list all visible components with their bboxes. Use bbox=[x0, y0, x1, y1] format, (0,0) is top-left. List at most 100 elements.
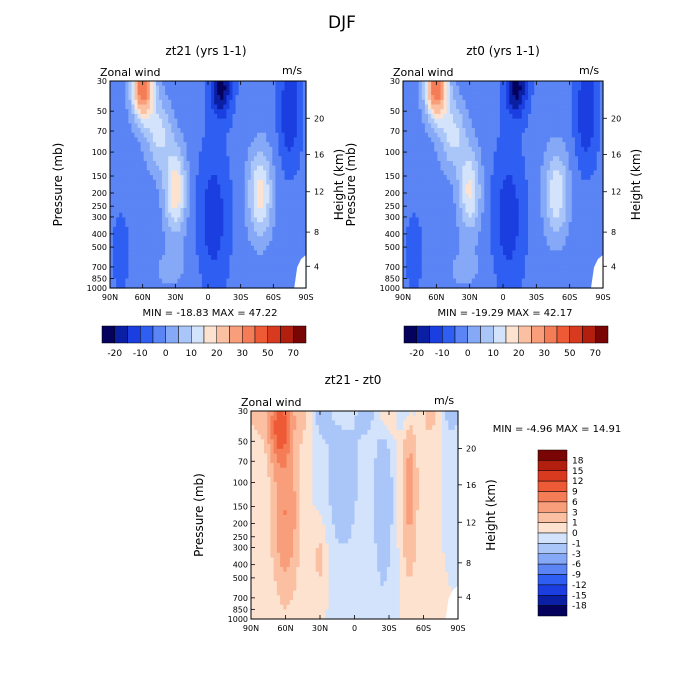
field-cell bbox=[266, 273, 270, 280]
field-cell bbox=[220, 132, 224, 139]
field-cell bbox=[581, 165, 585, 171]
field-cell bbox=[546, 137, 551, 143]
field-cell bbox=[110, 208, 114, 214]
field-cell bbox=[493, 203, 498, 209]
field-cell bbox=[217, 269, 221, 275]
field-cell bbox=[531, 85, 535, 91]
field-cell bbox=[418, 217, 423, 223]
field-cell bbox=[581, 226, 585, 233]
field-cell bbox=[266, 269, 270, 275]
field-cell bbox=[226, 217, 231, 223]
field-cell bbox=[143, 231, 148, 237]
field-cell bbox=[568, 95, 573, 101]
field-cell bbox=[578, 217, 582, 223]
field-cell bbox=[244, 245, 249, 251]
field-cell bbox=[428, 222, 432, 228]
field-cell bbox=[113, 132, 117, 139]
field-cell bbox=[581, 156, 585, 162]
field-cell bbox=[244, 236, 249, 242]
field-cell bbox=[474, 231, 479, 237]
field-cell bbox=[449, 193, 454, 200]
field-cell bbox=[165, 175, 169, 181]
field-cell bbox=[290, 146, 295, 153]
field-cell bbox=[278, 104, 283, 110]
field-cell bbox=[223, 245, 227, 251]
field-cell bbox=[189, 165, 194, 171]
field-cell bbox=[275, 113, 280, 120]
field-cell bbox=[431, 231, 435, 237]
field-cell bbox=[468, 118, 473, 124]
field-cell bbox=[110, 170, 114, 176]
field-cell bbox=[299, 240, 304, 247]
field-cell bbox=[437, 95, 442, 101]
field-cell bbox=[568, 142, 573, 148]
field-cell bbox=[462, 203, 467, 209]
field-cell bbox=[113, 217, 117, 223]
field-cell bbox=[152, 128, 157, 134]
field-cell bbox=[415, 137, 420, 143]
field-cell bbox=[421, 175, 426, 181]
field-cell bbox=[137, 104, 142, 110]
field-cell bbox=[241, 269, 246, 275]
field-cell bbox=[278, 142, 283, 148]
field-cell bbox=[528, 222, 532, 228]
field-cell bbox=[456, 160, 460, 167]
field-cell bbox=[428, 95, 432, 101]
field-cell bbox=[540, 151, 545, 157]
field-cell bbox=[177, 170, 182, 176]
field-cell bbox=[415, 170, 420, 176]
field-cell bbox=[155, 132, 160, 139]
field-cell bbox=[412, 212, 417, 219]
field-cell bbox=[465, 95, 470, 101]
field-cell bbox=[247, 137, 252, 143]
field-cell bbox=[559, 118, 563, 124]
field-cell bbox=[509, 128, 513, 134]
field-cell bbox=[406, 85, 410, 91]
field-cell bbox=[131, 128, 136, 134]
field-cell bbox=[152, 198, 157, 204]
field-cell bbox=[562, 104, 567, 110]
field-cell bbox=[171, 184, 175, 190]
field-cell bbox=[217, 175, 221, 181]
field-cell bbox=[214, 99, 218, 106]
field-cell bbox=[403, 198, 407, 204]
field-cell bbox=[250, 170, 255, 176]
field-cell bbox=[474, 95, 479, 101]
field-cell bbox=[284, 95, 289, 101]
field-cell bbox=[287, 193, 292, 200]
field-cell bbox=[537, 160, 542, 167]
field-cell bbox=[253, 165, 258, 171]
field-cell bbox=[165, 278, 169, 284]
field-cell bbox=[241, 113, 246, 120]
field-cell bbox=[434, 104, 438, 110]
field-cell bbox=[565, 156, 570, 162]
field-cell bbox=[119, 95, 123, 101]
variable-label: Zonal wind bbox=[100, 66, 161, 79]
field-cell bbox=[584, 151, 588, 157]
field-cell bbox=[543, 123, 548, 129]
field-cell bbox=[293, 212, 298, 219]
field-cell bbox=[253, 255, 258, 261]
field-cell bbox=[481, 175, 485, 181]
field-cell bbox=[556, 128, 560, 134]
field-cell bbox=[578, 226, 582, 233]
field-cell bbox=[131, 259, 136, 266]
field-cell bbox=[220, 95, 224, 101]
field-cell bbox=[424, 198, 429, 204]
field-cell bbox=[556, 184, 560, 190]
field-cell bbox=[177, 217, 182, 223]
field-cell bbox=[128, 81, 133, 87]
field-cell bbox=[238, 160, 243, 167]
field-cell bbox=[459, 198, 463, 204]
field-cell bbox=[113, 203, 117, 209]
field-cell bbox=[186, 264, 191, 270]
field-cell bbox=[155, 250, 160, 256]
field-cell bbox=[250, 255, 255, 261]
field-cell bbox=[484, 104, 488, 110]
field-cell bbox=[244, 160, 249, 167]
field-cell bbox=[208, 269, 212, 275]
field-cell bbox=[143, 278, 148, 284]
field-cell bbox=[229, 123, 234, 129]
field-cell bbox=[449, 109, 454, 115]
field-cell bbox=[587, 222, 592, 228]
